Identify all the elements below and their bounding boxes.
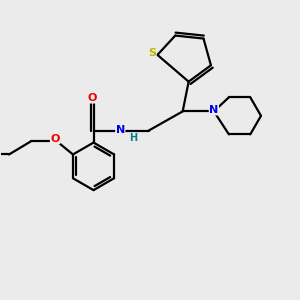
Text: S: S bbox=[148, 48, 156, 59]
Text: O: O bbox=[87, 93, 97, 103]
Text: N: N bbox=[209, 105, 218, 115]
Text: O: O bbox=[50, 134, 60, 144]
Text: N: N bbox=[116, 125, 125, 135]
Text: H: H bbox=[129, 133, 137, 143]
